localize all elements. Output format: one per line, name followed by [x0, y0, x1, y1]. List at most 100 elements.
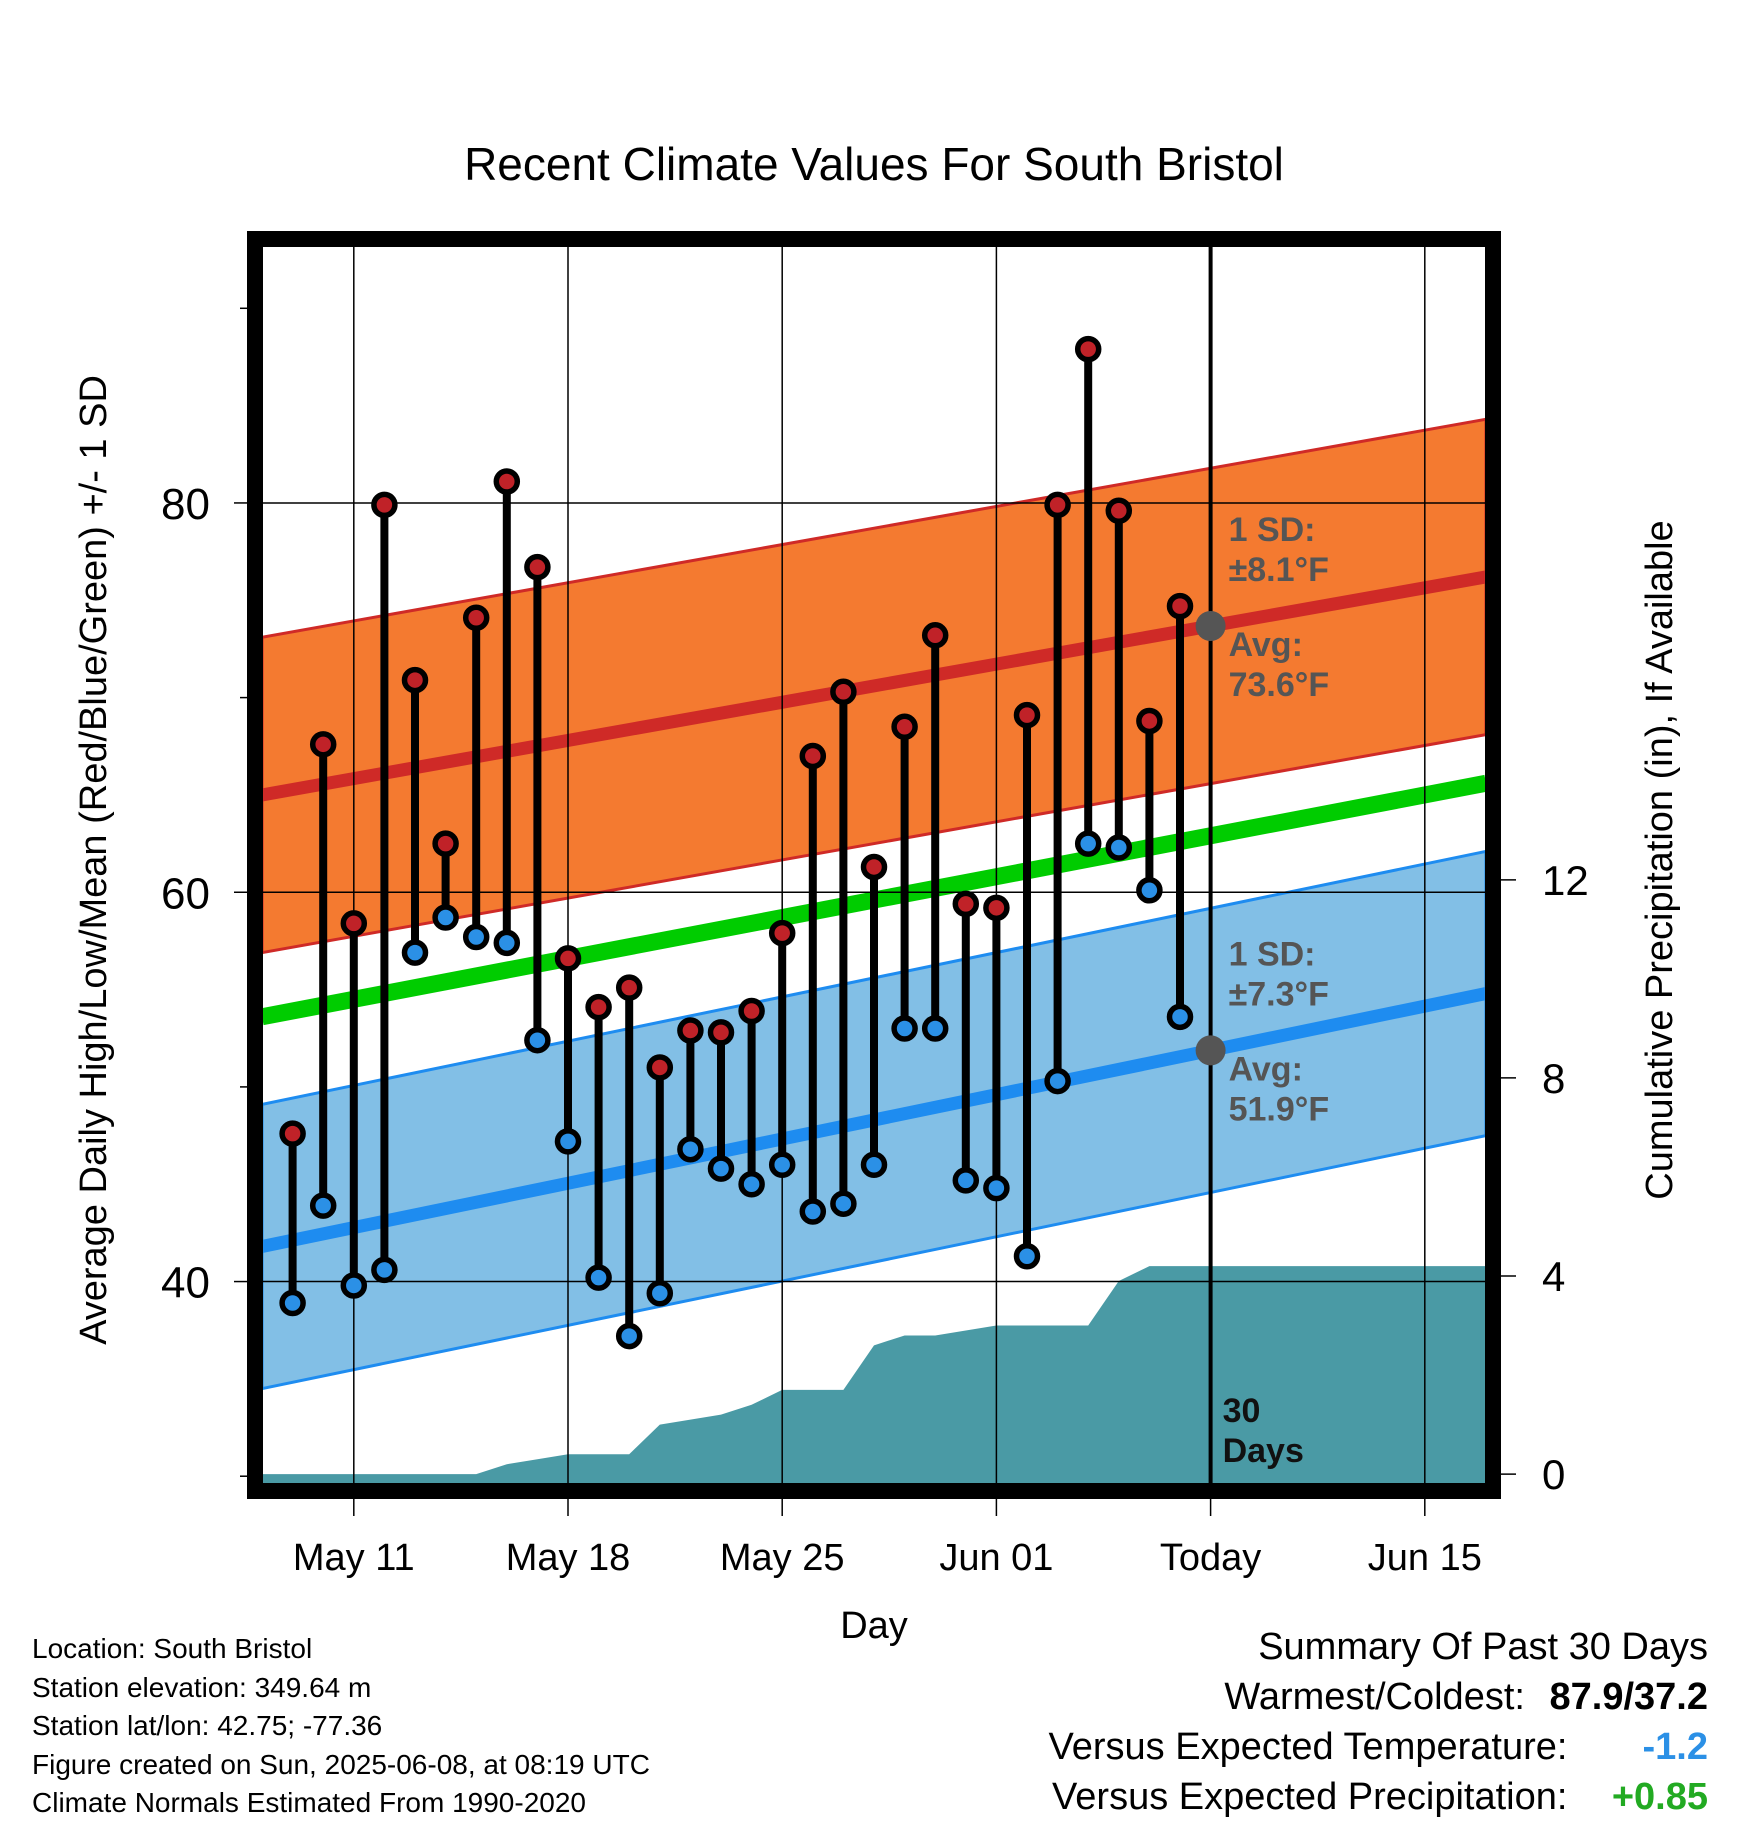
daily-low-point: [952, 1167, 980, 1194]
warm-cold-label: Warmest/Coldest:: [1224, 1676, 1525, 1718]
daily-low-point: [309, 1192, 337, 1219]
days-count-label: 30: [1223, 1392, 1261, 1430]
plot-area: [262, 246, 1486, 1484]
daily-low-point: [615, 1322, 643, 1350]
x-tick-label: Jun 15: [1368, 1537, 1482, 1579]
daily-low-point: [371, 1256, 398, 1284]
daily-high-point: [830, 678, 857, 706]
daily-high-point: [1105, 497, 1133, 524]
warm-cold-value: 87.9/37.2: [1549, 1676, 1708, 1718]
daily-high-point: [860, 853, 888, 881]
daily-low-point: [554, 1128, 582, 1155]
summary-temperature: Versus Expected Temperature: -1.2: [1049, 1722, 1708, 1772]
daily-low-point: [340, 1272, 368, 1299]
summary-panel: Summary Of Past 30 Days Warmest/Coldest:…: [1049, 1622, 1708, 1822]
daily-low-point: [1044, 1067, 1071, 1095]
daily-high-point: [432, 830, 459, 857]
daily-low-point: [921, 1015, 949, 1042]
summary-precipitation: Versus Expected Precipitation: +0.85: [1049, 1772, 1708, 1822]
daily-low-point: [891, 1015, 918, 1042]
y2-tick-label: 0: [1542, 1451, 1565, 1498]
latlon-text: Station lat/lon: 42.75; -77.36: [32, 1710, 383, 1741]
y-tick-label: 80: [161, 480, 210, 529]
plot-frame: [247, 231, 1501, 1499]
created-text: Figure created on Sun, 2025-06-08, at 08…: [32, 1748, 650, 1780]
daily-low-point: [983, 1174, 1010, 1202]
location-text: Location: South Bristol: [32, 1633, 313, 1664]
daily-high-point: [524, 553, 551, 581]
daily-high-point: [279, 1120, 306, 1147]
days-unit-label: Days: [1223, 1432, 1304, 1470]
daily-low-point: [432, 904, 459, 931]
summary-title: Summary Of Past 30 Days: [1258, 1626, 1708, 1668]
daily-high-point: [340, 910, 368, 937]
y-tick-label: 60: [161, 869, 210, 918]
daily-high-point: [585, 993, 612, 1021]
low-sd-label: 1 SD:: [1229, 935, 1316, 973]
daily-high-point: [738, 997, 765, 1025]
temp-label: Versus Expected Temperature:: [1048, 1726, 1568, 1768]
daily-high-point: [891, 713, 918, 741]
chart-title: Recent Climate Values For South Bristol: [464, 138, 1284, 190]
daily-high-point: [1136, 707, 1163, 735]
daily-high-point: [921, 622, 949, 649]
daily-high-point: [646, 1054, 674, 1081]
daily-low-point: [860, 1151, 888, 1179]
precipitation-area: [262, 1266, 1486, 1484]
low-sd-value: ±7.3°F: [1229, 975, 1329, 1013]
y2-tick-label: 4: [1542, 1253, 1565, 1300]
temp-value: -1.2: [1642, 1726, 1708, 1768]
daily-high-point: [615, 974, 643, 1001]
today-low-normal-marker: [1195, 1035, 1226, 1066]
daily-low-point: [830, 1190, 857, 1217]
daily-low-point: [462, 923, 490, 951]
daily-high-point: [952, 890, 980, 918]
high-avg-label: Avg:: [1229, 626, 1303, 664]
daily-high-point: [1013, 701, 1041, 729]
daily-low-point: [768, 1151, 796, 1179]
daily-high-point: [707, 1019, 735, 1046]
low-avg-value: 51.9°F: [1229, 1090, 1330, 1128]
daily-low-point: [1136, 877, 1163, 904]
x-tick-label: May 18: [506, 1537, 631, 1579]
daily-high-point: [309, 731, 337, 758]
station-info: Location: South Bristol Station elevatio…: [32, 1630, 650, 1823]
daily-high-point: [1044, 491, 1071, 519]
daily-low-point: [677, 1135, 704, 1163]
daily-low-point: [799, 1198, 827, 1225]
daily-high-point: [554, 945, 582, 972]
x-tick-label: Today: [1160, 1537, 1261, 1579]
x-axis-label: Day: [840, 1605, 908, 1647]
y-axis-label: Average Daily High/Low/Mean (Red/Blue/Gr…: [73, 375, 115, 1345]
high-avg-value: 73.6°F: [1229, 666, 1330, 704]
daily-low-point: [646, 1279, 674, 1307]
y2-axis-label: Cumulative Precipitation (in), If Availa…: [1639, 520, 1681, 1199]
daily-low-point: [1105, 834, 1133, 861]
x-tick-label: May 25: [720, 1537, 845, 1579]
precip-value: +0.85: [1611, 1776, 1708, 1818]
daily-high-point: [493, 468, 521, 495]
daily-low-point: [585, 1264, 612, 1291]
normals-text: Climate Normals Estimated From 1990-2020: [32, 1787, 586, 1818]
daily-high-point: [677, 1017, 704, 1044]
daily-low-point: [707, 1155, 735, 1182]
daily-high-point: [401, 666, 429, 694]
daily-high-point: [371, 491, 398, 519]
high-sd-value: ±8.1°F: [1229, 551, 1329, 589]
daily-low-point: [1166, 1003, 1194, 1031]
daily-high-point: [1074, 335, 1102, 363]
daily-high-point: [799, 742, 827, 770]
daily-low-point: [401, 939, 429, 966]
precip-label: Versus Expected Precipitation:: [1052, 1776, 1568, 1818]
y2-tick-label: 12: [1542, 857, 1589, 904]
summary-warm-cold: Warmest/Coldest: 87.9/37.2: [1049, 1672, 1708, 1722]
today-high-normal-marker: [1195, 610, 1226, 641]
daily-high-point: [1166, 592, 1194, 620]
low-avg-label: Avg:: [1229, 1050, 1303, 1088]
elevation-text: Station elevation: 349.64 m: [32, 1671, 372, 1703]
y2-tick-label: 8: [1542, 1055, 1565, 1102]
daily-low-point: [279, 1289, 306, 1317]
x-tick-label: May 11: [293, 1537, 415, 1579]
high-sd-label: 1 SD:: [1229, 511, 1316, 549]
